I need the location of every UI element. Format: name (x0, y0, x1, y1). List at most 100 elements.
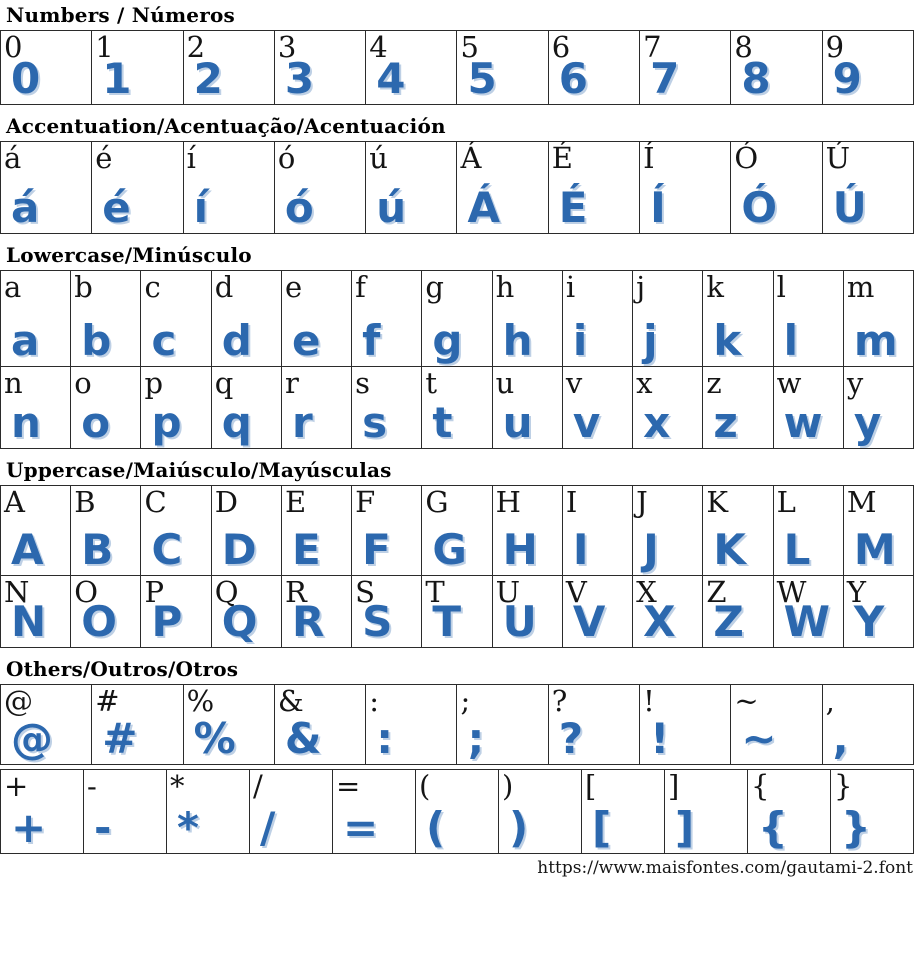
reference-character: É (551, 141, 573, 175)
font-preview-character: G (432, 525, 467, 574)
reference-character: O (74, 575, 99, 609)
font-preview-character: M (853, 525, 896, 574)
reference-character: : (369, 684, 379, 718)
reference-character: F (355, 485, 376, 519)
reference-character: ? (551, 684, 568, 718)
glyph-cell: + + (1, 769, 84, 854)
glyph-cell: (( (416, 769, 499, 854)
font-preview-character: U (502, 597, 537, 646)
reference-character: D (214, 485, 238, 519)
font-preview-character: * (177, 803, 199, 852)
reference-character: k (706, 270, 724, 304)
font-preview-character: & (284, 714, 322, 763)
font-preview-character: Ú (832, 183, 867, 232)
font-preview-character: p (151, 398, 182, 447)
reference-character: I (565, 485, 578, 519)
reference-character: j (636, 270, 646, 304)
font-preview-character: ( (426, 803, 446, 852)
reference-character: á (4, 141, 22, 175)
font-preview-character: [ (592, 803, 612, 852)
font-preview-character: q (221, 398, 252, 447)
reference-character: Ó (734, 141, 759, 175)
reference-character: a (4, 270, 22, 304)
reference-character: g (425, 270, 444, 304)
reference-character: ] (668, 769, 680, 803)
reference-character: J (636, 485, 648, 519)
reference-character: y (846, 366, 864, 400)
reference-character: ! (643, 684, 655, 718)
reference-character: z (706, 366, 722, 400)
glyph-cell: [[ (582, 769, 665, 854)
font-preview-character: O (81, 597, 117, 646)
font-preview-character: d (221, 316, 252, 365)
font-preview-character: j (643, 316, 658, 365)
font-preview-character: = (343, 803, 379, 852)
font-preview-character: 3 (284, 54, 315, 103)
reference-character: í (186, 141, 196, 175)
reference-character: % (186, 684, 215, 718)
reference-character: 3 (277, 30, 297, 64)
glyph-cell: ,, (822, 684, 914, 765)
reference-character: b (74, 270, 93, 304)
font-preview-character: m (853, 316, 898, 365)
font-preview-character: 8 (741, 54, 771, 103)
font-preview-character: á (11, 183, 40, 232)
reference-character: U (495, 575, 521, 609)
font-preview-character: t (432, 398, 453, 447)
reference-character: V (565, 575, 587, 609)
font-preview-character: 2 (193, 54, 223, 103)
font-preview-character: Í (650, 183, 666, 232)
font-preview-character: X (643, 597, 676, 646)
font-preview-character: É (558, 183, 588, 232)
reference-character: ú (369, 141, 388, 175)
reference-character: h (495, 270, 515, 304)
reference-character: m (846, 270, 875, 304)
font-preview-character: í (193, 183, 208, 232)
font-preview-character: Ó (741, 183, 778, 232)
font-preview-character: u (502, 398, 533, 447)
reference-character: { (751, 769, 770, 803)
font-preview-character: / (260, 803, 276, 852)
font-preview-character: D (221, 525, 257, 574)
reference-character: p (144, 366, 164, 400)
reference-character: = (336, 769, 361, 803)
font-preview-character: S (362, 597, 393, 646)
font-preview-character: v (572, 398, 601, 447)
glyph-cell: = = (333, 769, 416, 854)
footer-url: https://www.maisfontes.com/gautami-2.fon… (537, 858, 913, 878)
font-preview-character: r (291, 398, 313, 447)
glyph-cell: }} (831, 769, 914, 854)
reference-character: E (284, 485, 307, 519)
glyph-cell: ?? (548, 684, 641, 765)
font-preview-character: n (11, 398, 41, 447)
reference-character: 8 (734, 30, 753, 64)
font-preview-character: x (643, 398, 671, 447)
reference-character: 5 (460, 30, 479, 64)
font-preview-character: b (81, 316, 112, 365)
